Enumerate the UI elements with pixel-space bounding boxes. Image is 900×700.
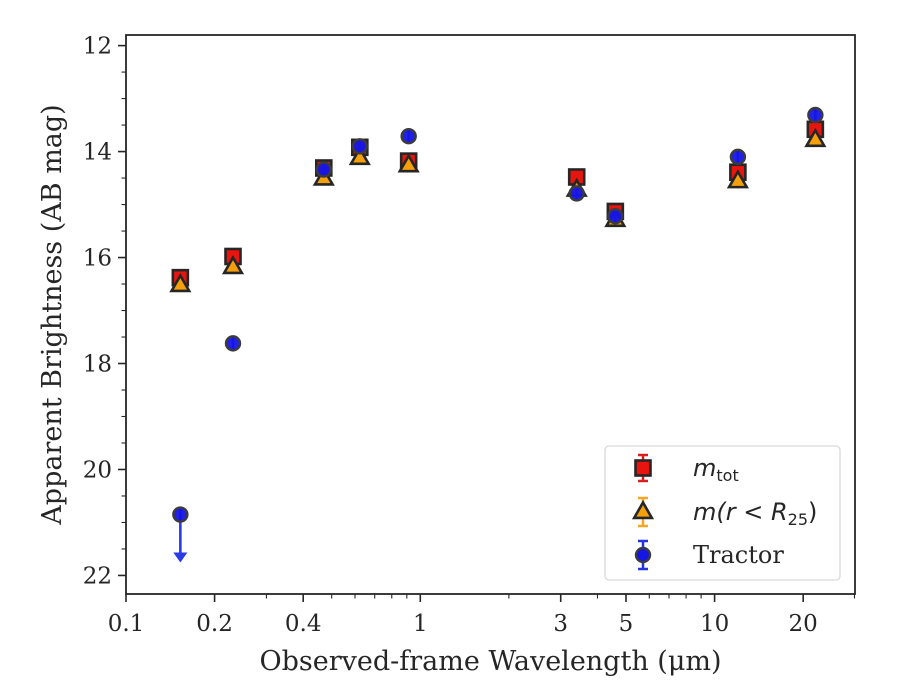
tractor-marker <box>400 128 417 145</box>
legend-box <box>604 445 841 581</box>
legend-label: Tractor <box>693 541 784 569</box>
legend-circle-marker <box>634 546 652 564</box>
y-axis-label: Apparent Brightness (AB mag) <box>37 104 68 525</box>
m-r25-marker <box>221 254 245 275</box>
tractor-marker <box>172 506 189 523</box>
m-r25-marker <box>348 145 371 166</box>
x-tick-label: 1 <box>413 611 428 637</box>
y-tick-label: 12 <box>83 34 112 60</box>
tractor-marker <box>607 208 624 225</box>
x-tick-label: 5 <box>619 611 634 637</box>
legend-label-tail: ) <box>808 498 817 526</box>
legend-entry: mtot <box>634 453 739 485</box>
legend: mtot m(r < R25) Tractor <box>604 445 841 581</box>
tractor-marker <box>315 161 332 178</box>
x-tick-label: 10 <box>700 611 729 637</box>
legend-label-subscript: tot <box>716 466 738 485</box>
m-r25-marker <box>804 127 827 148</box>
tractor-marker <box>351 138 369 155</box>
legend-label-subscript: 25 <box>788 510 808 529</box>
legend-triangle-marker <box>631 499 655 520</box>
m-r25-marker <box>726 169 749 189</box>
x-tick-label: 0.4 <box>285 611 322 637</box>
data-layer <box>169 106 827 563</box>
x-tick-label: 20 <box>789 611 818 637</box>
legend-label-main: m <box>693 454 716 482</box>
plot-frame <box>125 34 856 595</box>
tick-layer: 0.1 0.2 0.4 1 3 5 10 20 12 14 16 18 20 22 <box>83 34 856 637</box>
legend-square-marker <box>634 459 652 477</box>
legend-entry: Tractor <box>634 539 784 571</box>
tractor-marker <box>568 185 585 202</box>
legend-label: m(r < R25) <box>693 498 817 529</box>
x-tick-label: 0.1 <box>108 611 145 637</box>
x-tick-label: 3 <box>553 611 568 637</box>
x-tick-label: 0.2 <box>196 611 233 637</box>
y-tick-label: 16 <box>83 246 112 272</box>
series-circle <box>172 106 824 563</box>
tractor-marker <box>224 335 242 352</box>
m-r25-marker <box>169 272 192 293</box>
upper-limit-arrowhead <box>173 552 188 563</box>
legend-label-main: m(r < R <box>693 498 788 526</box>
tractor-marker <box>729 148 747 166</box>
m-r25-marker <box>397 153 420 173</box>
legend-label: mtot <box>693 454 739 485</box>
y-tick-label: 20 <box>83 457 112 483</box>
y-tick-label: 14 <box>83 140 112 166</box>
y-tick-label: 18 <box>83 352 112 378</box>
tractor-marker <box>807 106 824 124</box>
legend-entry: m(r < R25) <box>631 496 817 529</box>
y-tick-label: 22 <box>83 563 112 589</box>
x-axis-label: Observed-frame Wavelength (μm) <box>259 646 721 677</box>
